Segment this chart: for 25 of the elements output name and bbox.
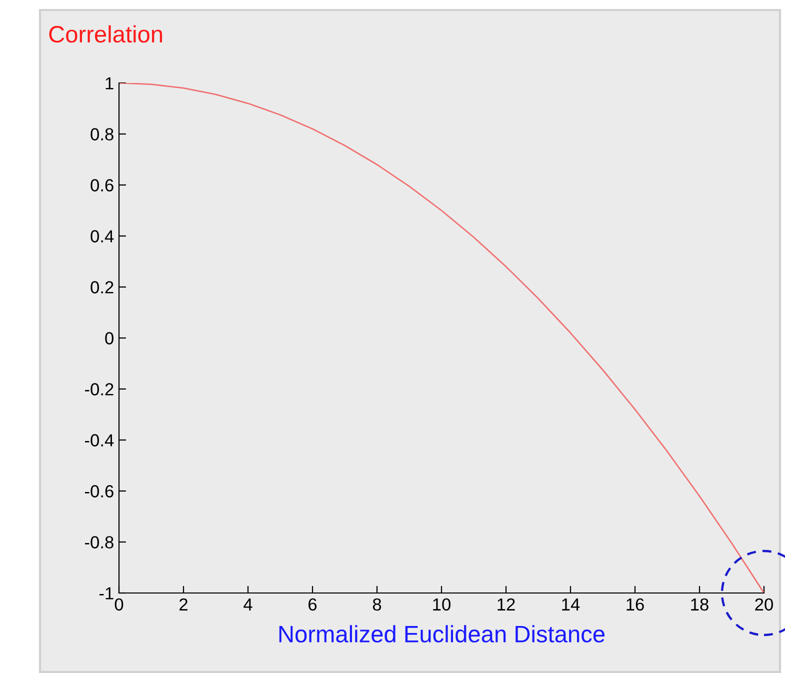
- x-tick-label: 4: [244, 598, 252, 610]
- y-tick-label: 0.8: [90, 128, 114, 140]
- y-tick-label: -0.6: [84, 485, 114, 498]
- x-tick-label: 16: [626, 598, 644, 611]
- x-tick-label: 12: [498, 598, 515, 610]
- x-tick-label: 18: [691, 598, 708, 611]
- y-tick-label: 0.6: [90, 179, 114, 192]
- x-tick-label: 14: [562, 598, 580, 610]
- line-series: [119, 83, 764, 593]
- y-tick-label: -0.8: [84, 536, 114, 548]
- y-tick-label: 1: [106, 77, 114, 90]
- x-tick-label: 20: [755, 598, 773, 611]
- y-tick-label: -0.2: [84, 383, 114, 396]
- y-tick-label: -1: [99, 587, 114, 600]
- y-tick-label: 0: [105, 332, 114, 344]
- y-tick-label: 0.4: [90, 230, 114, 242]
- x-tick-label: 8: [372, 598, 382, 611]
- y-axis-title: Correlation: [49, 25, 162, 43]
- x-axis-title: Normalized Euclidean Distance: [279, 625, 605, 642]
- y-tick-label: -0.4: [84, 434, 114, 446]
- x-tick-label: 0: [114, 598, 124, 611]
- x-tick-label: 6: [308, 598, 317, 611]
- x-tick-label: 10: [433, 598, 450, 611]
- y-tick-label: 0.2: [90, 281, 114, 294]
- x-tick-label: 2: [180, 598, 188, 610]
